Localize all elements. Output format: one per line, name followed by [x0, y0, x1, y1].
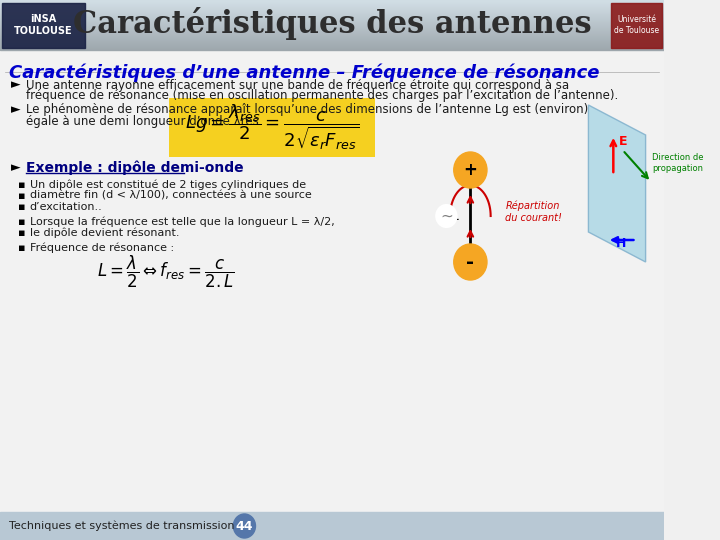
Bar	[0, 14, 664, 15]
Text: Le phénomène de résonance apparaît lorsqu’une des dimensions de l’antenne Lg est: Le phénomène de résonance apparaît lorsq…	[26, 104, 588, 117]
Text: +: +	[464, 161, 477, 179]
Bar	[0, 37, 664, 38]
Bar	[0, 49, 664, 50]
Text: Caractéristiques des antennes: Caractéristiques des antennes	[73, 6, 591, 39]
Bar	[0, 10, 664, 11]
Text: ►: ►	[11, 78, 21, 91]
Text: E: E	[619, 135, 627, 148]
Polygon shape	[588, 105, 646, 262]
Bar	[0, 28, 664, 29]
Text: Répartition
du courant!: Répartition du courant!	[505, 201, 562, 223]
Text: ►: ►	[11, 161, 21, 174]
Bar	[0, 21, 664, 22]
Text: Fréquence de résonance :: Fréquence de résonance :	[30, 243, 174, 253]
Bar	[0, 8, 664, 9]
Text: diamètre fin (d < λ/100), connectées à une source: diamètre fin (d < λ/100), connectées à u…	[30, 191, 311, 201]
Bar	[0, 42, 664, 43]
Text: ▪: ▪	[19, 202, 26, 212]
Circle shape	[436, 205, 456, 227]
Text: ►: ►	[11, 104, 21, 117]
Text: H: H	[616, 237, 626, 250]
Bar	[0, 36, 664, 37]
Text: Caractéristiques d’une antenne – Fréquence de résonance: Caractéristiques d’une antenne – Fréquen…	[9, 64, 600, 83]
Text: le dipôle devient résonant.: le dipôle devient résonant.	[30, 228, 179, 238]
Bar	[0, 25, 664, 26]
Circle shape	[454, 152, 487, 188]
Text: ▪: ▪	[19, 191, 26, 201]
Bar	[0, 38, 664, 39]
Bar	[0, 41, 664, 42]
Bar	[0, 39, 664, 40]
Text: -: -	[467, 253, 474, 272]
Bar	[0, 3, 664, 4]
Bar	[0, 47, 664, 48]
Circle shape	[454, 244, 487, 280]
Text: 44: 44	[235, 519, 253, 532]
Bar	[0, 46, 664, 47]
Text: Techniques et systèmes de transmission: Techniques et systèmes de transmission	[9, 521, 235, 531]
Text: ~: ~	[440, 208, 453, 224]
Text: Exemple : dipôle demi-onde: Exemple : dipôle demi-onde	[26, 161, 243, 176]
Bar	[0, 1, 664, 2]
Text: ▪: ▪	[19, 243, 26, 253]
FancyBboxPatch shape	[168, 98, 375, 157]
Bar	[611, 3, 662, 48]
Text: ▪: ▪	[19, 217, 26, 227]
Bar	[0, 22, 664, 23]
Bar	[0, 16, 664, 17]
Bar	[0, 44, 664, 45]
Bar	[0, 15, 664, 16]
Bar	[0, 40, 664, 41]
Bar	[0, 48, 664, 49]
Text: d’excitation..: d’excitation..	[30, 202, 102, 212]
Text: Lorsque la fréquence est telle que la longueur L = λ/2,: Lorsque la fréquence est telle que la lo…	[30, 217, 334, 227]
Bar	[0, 50, 664, 512]
Bar	[0, 33, 664, 34]
Bar	[0, 20, 664, 21]
Bar	[0, 23, 664, 24]
Bar	[0, 43, 664, 44]
Text: fréquence de résonance (mise en oscillation permanente des charges par l’excitat: fréquence de résonance (mise en oscillat…	[26, 90, 618, 103]
Text: L: L	[451, 209, 459, 223]
Text: Direction de
propagation: Direction de propagation	[652, 153, 703, 173]
Bar	[0, 9, 664, 10]
Text: égale à une demi longueur d’onde λres.: égale à une demi longueur d’onde λres.	[26, 114, 262, 127]
Bar	[0, 2, 664, 3]
Bar	[0, 12, 664, 13]
Bar	[0, 17, 664, 18]
Bar	[2, 3, 85, 48]
Text: Université
de Toulouse: Université de Toulouse	[614, 15, 659, 35]
Bar	[0, 29, 664, 30]
Bar	[0, 45, 664, 46]
Bar	[0, 13, 664, 14]
Circle shape	[233, 514, 256, 538]
Bar	[0, 26, 664, 27]
Bar	[0, 11, 664, 12]
Bar	[0, 24, 664, 25]
Bar	[0, 35, 664, 36]
Bar	[0, 27, 664, 28]
Text: iNSA
TOULOUSE: iNSA TOULOUSE	[14, 14, 73, 36]
Bar	[0, 5, 664, 6]
Bar	[0, 19, 664, 20]
Bar	[0, 18, 664, 19]
Bar	[0, 31, 664, 32]
Bar	[0, 0, 664, 1]
Bar	[0, 4, 664, 5]
Text: $Lg = \dfrac{\lambda_{res}}{2} = \dfrac{c}{2\sqrt{\varepsilon_r F_{res}}}$: $Lg = \dfrac{\lambda_{res}}{2} = \dfrac{…	[185, 102, 359, 152]
Text: ▪: ▪	[19, 228, 26, 238]
Text: Un dipôle est constitué de 2 tiges cylindriques de: Un dipôle est constitué de 2 tiges cylin…	[30, 180, 305, 190]
Bar	[0, 6, 664, 7]
Bar	[0, 30, 664, 31]
Bar	[0, 34, 664, 35]
Text: Une antenne rayonne efficacement sur une bande de fréquence étroite qui correspo: Une antenne rayonne efficacement sur une…	[26, 78, 569, 91]
Text: $L = \dfrac{\lambda}{2} \Leftrightarrow f_{res} = \dfrac{c}{2.L}$: $L = \dfrac{\lambda}{2} \Leftrightarrow …	[97, 254, 235, 290]
Text: ▪: ▪	[19, 180, 26, 190]
Bar	[0, 512, 664, 540]
Bar	[0, 32, 664, 33]
Bar	[0, 7, 664, 8]
